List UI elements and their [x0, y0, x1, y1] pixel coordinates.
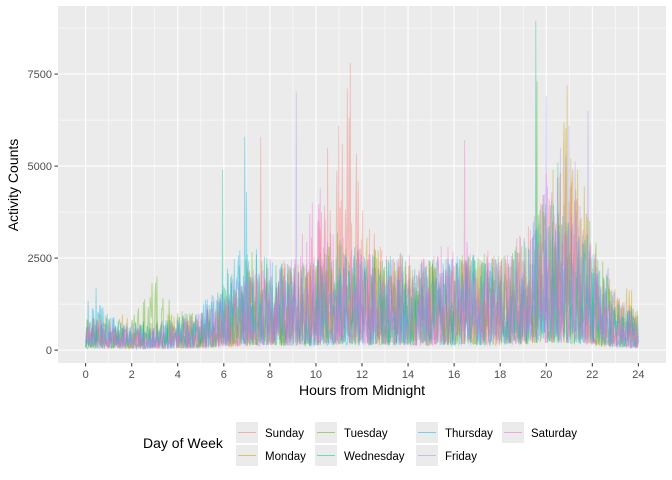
series-line-wednesday — [85, 20, 639, 351]
legend-label: Saturday — [531, 428, 577, 440]
legend-item-monday: Monday — [236, 445, 306, 466]
legend-title: Day of Week — [143, 435, 224, 451]
legend-item-friday: Friday — [416, 445, 477, 466]
legend-label: Monday — [265, 451, 306, 463]
series-layer — [85, 20, 639, 351]
x-axis-title: Hours from Midnight — [299, 382, 425, 398]
series-line-tuesday — [85, 81, 639, 350]
legend-label: Tuesday — [344, 428, 388, 440]
x-tick-label: 0 — [83, 369, 89, 381]
x-tick-label: 4 — [175, 369, 181, 381]
x-tick-label: 24 — [632, 369, 644, 381]
y-tick-label: 7500 — [28, 69, 52, 81]
series-line-monday — [85, 85, 639, 350]
series-line-friday — [85, 92, 639, 350]
x-tick-label: 2 — [129, 369, 135, 381]
x-tick-label: 18 — [494, 369, 506, 381]
legend: Day of Week Sunday Monday Tuesday Wednesday… — [143, 422, 577, 466]
y-tick-label: 2500 — [28, 253, 52, 265]
x-axis: 0 2 4 6 8 10 12 14 16 18 20 22 24 — [83, 363, 644, 381]
y-tick-label: 5000 — [28, 161, 52, 173]
x-tick-label: 6 — [221, 369, 227, 381]
series-line-saturday — [85, 140, 639, 350]
x-tick-label: 10 — [310, 369, 322, 381]
x-tick-label: 14 — [402, 369, 414, 381]
x-tick-label: 22 — [586, 369, 598, 381]
series-line-thursday — [85, 136, 639, 350]
legend-item-wednesday: Wednesday — [315, 445, 405, 466]
series-line-sunday — [85, 62, 639, 350]
legend-label: Friday — [445, 451, 477, 463]
legend-label: Thursday — [445, 428, 493, 440]
legend-item-saturday: Saturday — [502, 422, 577, 443]
x-tick-label: 8 — [267, 369, 273, 381]
y-axis-title: Activity Counts — [5, 139, 21, 232]
grid-major — [58, 6, 666, 363]
y-axis: 0 2500 5000 7500 — [28, 69, 58, 357]
legend-label: Wednesday — [344, 451, 405, 463]
x-tick-label: 12 — [356, 369, 368, 381]
legend-keys: Sunday Monday Tuesday Wednesday Thursday Frid… — [236, 422, 577, 466]
legend-item-tuesday: Tuesday — [315, 422, 388, 443]
x-tick-label: 20 — [540, 369, 552, 381]
legend-label: Sunday — [265, 428, 304, 440]
x-tick-label: 16 — [448, 369, 460, 381]
legend-item-sunday: Sunday — [236, 422, 304, 443]
y-tick-label: 0 — [46, 345, 52, 357]
legend-item-thursday: Thursday — [416, 422, 493, 443]
